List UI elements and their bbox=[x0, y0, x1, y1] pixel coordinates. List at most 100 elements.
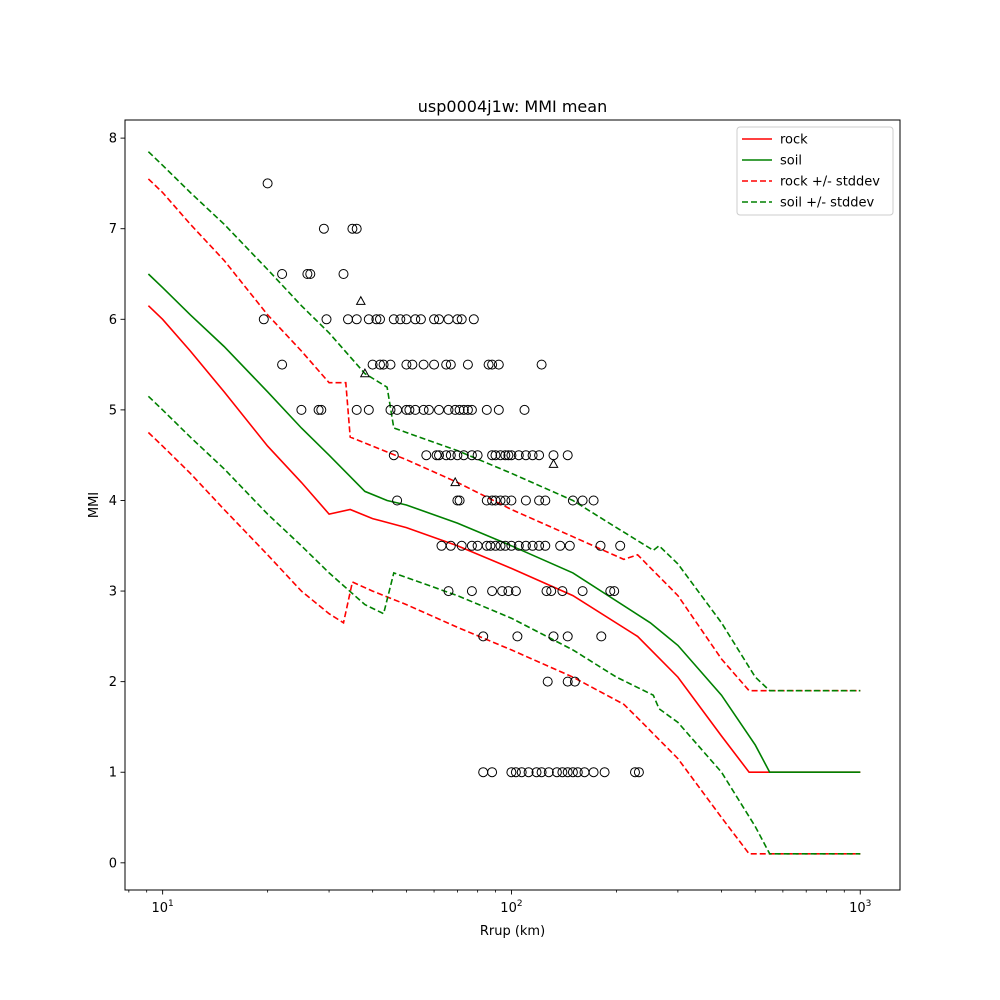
observation-circle-109 bbox=[495, 540, 506, 551]
observation-circle-136 bbox=[562, 631, 573, 642]
series-line-soil bbox=[147, 273, 861, 774]
observation-circle-151 bbox=[557, 767, 568, 778]
observation-circle-35 bbox=[441, 359, 452, 370]
observation-circle-159 bbox=[633, 767, 644, 778]
observation-circle-80 bbox=[513, 450, 524, 461]
observation-circle-34 bbox=[429, 359, 440, 370]
observation-circle-112 bbox=[513, 540, 524, 551]
observation-circle-61 bbox=[481, 404, 492, 415]
observation-circle-73 bbox=[472, 450, 483, 461]
observation-circle-32 bbox=[407, 359, 418, 370]
observation-circle-18 bbox=[410, 314, 421, 325]
observation-circle-143 bbox=[506, 767, 517, 778]
observation-circle-67 bbox=[434, 450, 444, 461]
observation-circle-122 bbox=[466, 586, 477, 597]
observation-circle-95 bbox=[520, 495, 531, 506]
legend-label-rock: rock bbox=[780, 133, 808, 148]
observation-circle-98 bbox=[567, 495, 578, 506]
observation-circle-83 bbox=[534, 450, 545, 461]
observation-circle-86 bbox=[392, 495, 403, 506]
observation-circle-152 bbox=[562, 767, 573, 778]
series-line-rock-plus bbox=[147, 178, 861, 692]
y-tick-label: 7 bbox=[109, 222, 117, 237]
y-tick-label: 1 bbox=[109, 766, 117, 781]
observation-circle-78 bbox=[503, 450, 514, 461]
observation-circle-150 bbox=[551, 767, 562, 778]
observation-circle-9 bbox=[321, 314, 332, 325]
observation-circle-144 bbox=[510, 767, 521, 778]
observation-circle-130 bbox=[577, 586, 588, 597]
observation-circle-11 bbox=[351, 314, 362, 325]
observation-circle-24 bbox=[456, 314, 467, 325]
observation-circle-60 bbox=[466, 404, 477, 415]
series-line-soil-plus bbox=[147, 151, 861, 692]
observation-circle-145 bbox=[516, 767, 527, 778]
observation-circle-134 bbox=[512, 631, 523, 642]
observation-circle-77 bbox=[500, 450, 511, 461]
observation-circle-70 bbox=[452, 450, 463, 461]
observation-circle-20 bbox=[429, 314, 440, 325]
observation-circle-131 bbox=[605, 586, 616, 597]
observation-circle-139 bbox=[562, 676, 573, 687]
observation-circle-114 bbox=[527, 540, 538, 551]
observation-circle-94 bbox=[506, 495, 517, 506]
legend-label-rock-plus: rock +/- stddev bbox=[780, 175, 880, 190]
observation-circle-116 bbox=[540, 540, 551, 551]
observation-circle-66 bbox=[431, 450, 442, 461]
y-tick-label: 8 bbox=[109, 132, 117, 147]
observation-circle-108 bbox=[490, 540, 501, 551]
observation-circle-8 bbox=[258, 314, 269, 325]
observation-circle-27 bbox=[367, 359, 378, 370]
observation-circle-91 bbox=[490, 495, 501, 506]
observation-circle-68 bbox=[441, 450, 452, 461]
observation-circle-52 bbox=[418, 404, 429, 415]
observation-circle-44 bbox=[316, 404, 327, 415]
observation-circle-51 bbox=[410, 404, 421, 415]
y-tick-label: 4 bbox=[109, 494, 117, 509]
observation-circle-100 bbox=[588, 495, 599, 506]
observation-circle-57 bbox=[454, 404, 465, 415]
observation-circle-76 bbox=[495, 450, 506, 461]
observation-circle-137 bbox=[596, 631, 607, 642]
plot-frame bbox=[124, 119, 901, 891]
observation-circle-132 bbox=[609, 586, 620, 597]
observation-circle-71 bbox=[458, 450, 469, 461]
observation-circle-31 bbox=[401, 359, 412, 370]
y-tick-label: 6 bbox=[109, 313, 117, 328]
chart-title: usp0004j1w: MMI mean bbox=[418, 97, 607, 116]
observation-circle-13 bbox=[371, 314, 382, 325]
observation-circle-41 bbox=[536, 359, 547, 370]
y-tick-label: 2 bbox=[109, 675, 117, 690]
observation-circle-126 bbox=[510, 586, 521, 597]
legend-frame bbox=[736, 126, 894, 216]
observation-triangle-1 bbox=[359, 368, 370, 378]
observation-circle-4 bbox=[277, 269, 288, 279]
observation-circle-129 bbox=[557, 586, 568, 597]
observation-circle-103 bbox=[456, 540, 467, 551]
observation-circle-115 bbox=[534, 540, 545, 551]
observation-circle-90 bbox=[487, 495, 498, 506]
observation-circle-146 bbox=[523, 767, 534, 778]
observation-circle-59 bbox=[462, 404, 473, 415]
y-tick-label: 5 bbox=[109, 403, 117, 418]
observation-circle-140 bbox=[569, 676, 580, 687]
observation-circle-74 bbox=[487, 450, 498, 461]
y-tick-label: 3 bbox=[109, 585, 117, 600]
observation-circle-111 bbox=[506, 540, 517, 551]
observation-circle-107 bbox=[485, 540, 496, 551]
observation-circle-81 bbox=[520, 450, 531, 461]
observation-circle-96 bbox=[534, 495, 545, 506]
observation-circle-45 bbox=[351, 404, 362, 415]
observation-circle-157 bbox=[599, 767, 610, 778]
observation-circle-23 bbox=[452, 314, 463, 325]
observation-circle-142 bbox=[487, 767, 498, 778]
observation-circle-19 bbox=[415, 314, 426, 325]
observation-circle-30 bbox=[385, 359, 396, 370]
series-line-soil-minus bbox=[147, 395, 861, 855]
observation-circle-117 bbox=[555, 540, 566, 551]
observation-circle-53 bbox=[423, 404, 434, 415]
observation-circle-135 bbox=[548, 631, 559, 642]
observation-circle-62 bbox=[493, 404, 504, 415]
observation-circle-63 bbox=[519, 404, 530, 415]
